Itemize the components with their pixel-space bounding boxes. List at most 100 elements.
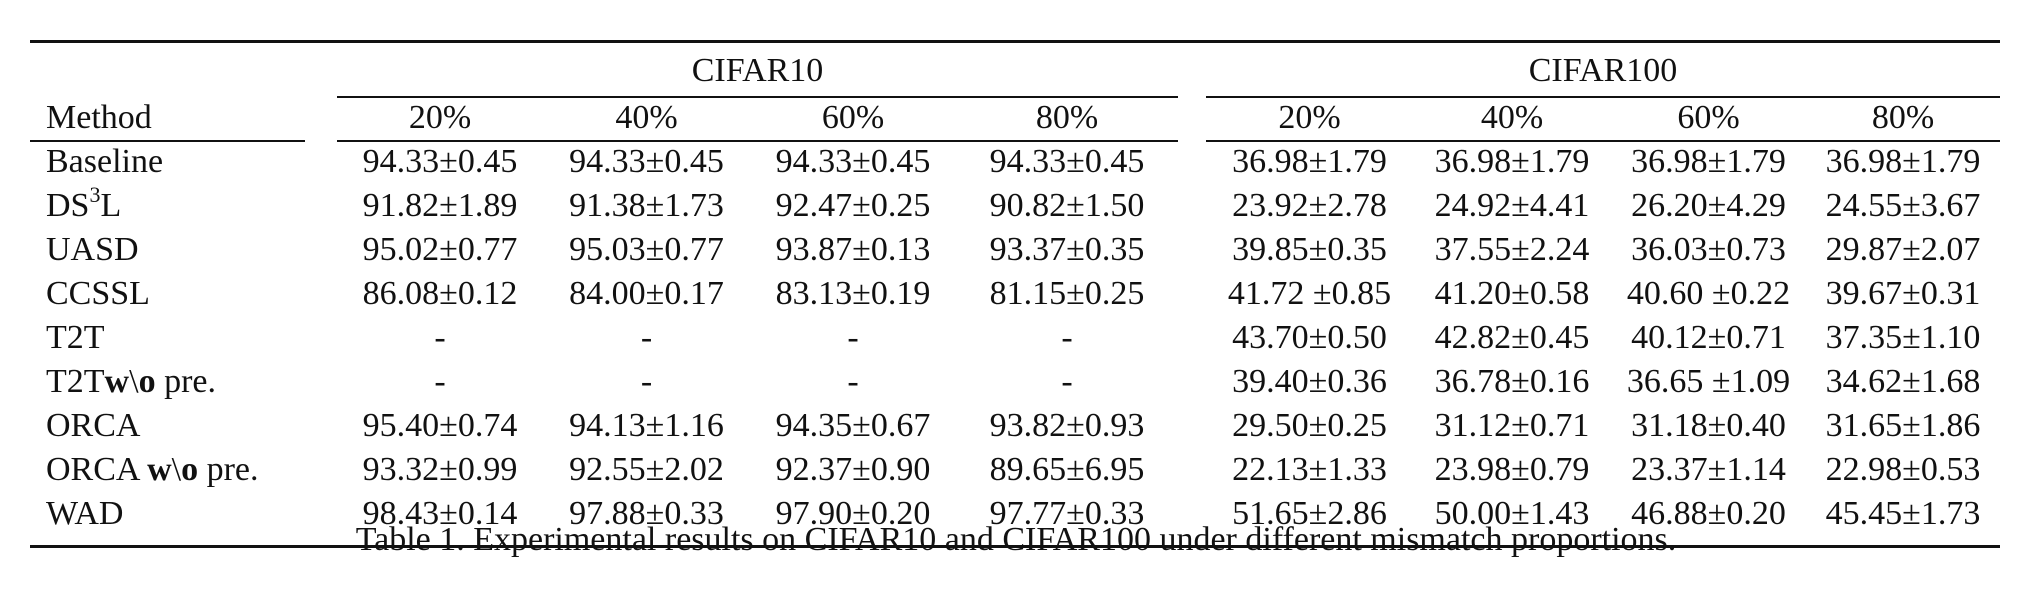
value-cell: 95.02±0.77	[362, 231, 518, 268]
method-name-part: pre.	[198, 451, 259, 488]
value-cell: -	[640, 319, 653, 356]
value-cell: 22.98±0.53	[1825, 451, 1981, 488]
value-cell: 36.65 ±1.09	[1626, 363, 1791, 400]
method-name-part: DS	[46, 187, 90, 224]
table-row: WAD 98.43±0.14 97.88±0.33 97.90±0.20 97.77±0…	[30, 492, 2000, 536]
value-cell: 36.98±1.79	[1434, 143, 1590, 180]
value-cell: 97.77±0.33	[989, 495, 1145, 532]
column-header-method: Method	[46, 99, 152, 136]
value-cell: 93.82±0.93	[989, 407, 1145, 444]
group-header-row: CIFAR10 CIFAR100	[30, 46, 2000, 96]
column-header: 40%	[615, 99, 678, 136]
value-cell: 51.65±2.86	[1232, 495, 1387, 532]
method-name-part: pre.	[155, 363, 216, 400]
value-cell: 37.55±2.24	[1434, 231, 1590, 268]
gap-cell	[1178, 46, 1206, 96]
column-header: 60%	[821, 99, 885, 136]
value-cell: 22.13±1.33	[1232, 451, 1387, 488]
cifar10-group-rule	[337, 96, 1178, 98]
value-cell: 84.00±0.17	[569, 275, 724, 312]
table-row: T2Tw\o pre. - - - - 39.40±0.36 36.78±0.16 36.65…	[30, 360, 2000, 404]
method-name-part: T2T	[46, 363, 105, 400]
method-bold-part: o	[181, 451, 199, 488]
gap-cell	[1178, 184, 1206, 228]
table-row: ORCA 95.40±0.74 94.13±1.16 94.35±0.67 93.82±…	[30, 404, 2000, 448]
table-body: Baseline 94.33±0.45 94.33±0.45 94.33±0.45 94…	[30, 140, 2000, 536]
value-cell: 95.40±0.74	[362, 407, 518, 444]
value-cell: 81.15±0.25	[989, 275, 1145, 312]
value-cell: 93.37±0.35	[989, 231, 1145, 268]
value-cell: 40.12±0.71	[1631, 319, 1786, 356]
value-cell: 36.03±0.73	[1631, 231, 1786, 268]
method-header-rule	[30, 140, 305, 142]
value-cell: 39.85±0.35	[1232, 231, 1387, 268]
value-cell: 31.65±1.86	[1825, 407, 1981, 444]
column-header: 20%	[408, 99, 472, 136]
value-cell: 36.98±1.79	[1232, 143, 1387, 180]
column-header: 20%	[1278, 99, 1341, 136]
value-cell: 24.55±3.67	[1825, 187, 1981, 224]
value-cell: 34.62±1.68	[1825, 363, 1981, 400]
value-cell: 37.35±1.10	[1825, 319, 1981, 356]
cifar100-group-rule	[1206, 96, 2000, 98]
method-cell: CCSSL	[30, 272, 337, 316]
value-cell: 24.92±4.41	[1434, 187, 1590, 224]
method-name: T2T	[46, 319, 105, 356]
column-header-row: Method 20% 40% 60% 80% 20% 40% 60% 80%	[30, 96, 2000, 140]
value-cell: 36.98±1.79	[1825, 143, 1981, 180]
value-cell: 94.33±0.45	[775, 143, 931, 180]
value-cell: 89.65±6.95	[989, 451, 1145, 488]
table-row: ORCA w\o pre. 93.32±0.99 92.55±2.02 92.37±0…	[30, 448, 2000, 492]
gap-cell	[1178, 404, 1206, 448]
table-row: DS3L 91.82±1.89 91.38±1.73 92.47±0.25 90.82±…	[30, 181, 2000, 228]
group-header-cifar100: CIFAR100	[1528, 52, 1678, 89]
method-cell: ORCA	[30, 404, 337, 448]
value-cell: 39.40±0.36	[1232, 363, 1387, 400]
table-top-rule	[30, 40, 2000, 43]
value-cell: -	[1061, 319, 1073, 356]
method-cell: T2Tw\o pre.	[30, 360, 337, 404]
value-cell: 97.88±0.33	[569, 495, 724, 532]
column-header: 40%	[1480, 99, 1544, 136]
method-name-part: L	[100, 187, 122, 224]
value-cell: 94.33±0.45	[569, 143, 724, 180]
value-cell: 26.20±4.29	[1631, 187, 1786, 224]
cifar10-header-rule	[337, 140, 1178, 142]
method-superscript: 3	[89, 181, 101, 207]
value-cell: 94.33±0.45	[989, 143, 1145, 180]
method-cell: ORCA w\o pre.	[30, 448, 337, 492]
value-cell: -	[640, 363, 653, 400]
value-cell: 98.43±0.14	[362, 495, 518, 532]
method-name-part: ORCA	[46, 451, 148, 488]
method-cell: UASD	[30, 228, 337, 272]
method-name: WAD	[46, 495, 124, 532]
column-header: 60%	[1677, 99, 1740, 136]
value-cell: 31.18±0.40	[1631, 407, 1786, 444]
method-bold-part: w	[104, 363, 130, 400]
method-name: ORCA	[46, 407, 141, 444]
value-cell: 86.08±0.12	[362, 275, 518, 312]
value-cell: 94.13±1.16	[569, 407, 724, 444]
value-cell: 92.37±0.90	[775, 451, 931, 488]
value-cell: -	[434, 319, 446, 356]
value-cell: 92.55±2.02	[569, 451, 724, 488]
value-cell: 23.98±0.79	[1434, 451, 1590, 488]
method-cell: Baseline	[30, 140, 337, 184]
value-cell: 93.32±0.99	[362, 451, 518, 488]
method-name: CCSSL	[46, 275, 150, 312]
value-cell: 40.60 ±0.22	[1626, 275, 1791, 312]
value-cell: -	[847, 319, 859, 356]
method-name-part: \	[171, 451, 182, 488]
value-cell: 36.78±0.16	[1434, 363, 1590, 400]
method-name-part: \	[129, 363, 139, 400]
value-cell: 43.70±0.50	[1232, 319, 1387, 356]
value-cell: 41.20±0.58	[1434, 275, 1590, 312]
value-cell: 46.88±0.20	[1631, 495, 1786, 532]
value-cell: 83.13±0.19	[775, 275, 931, 312]
value-cell: 91.82±1.89	[362, 187, 518, 224]
table-bottom-rule	[30, 545, 2000, 548]
column-header: 80%	[1035, 99, 1099, 136]
gap-cell	[1178, 228, 1206, 272]
value-cell: 36.98±1.79	[1631, 143, 1786, 180]
value-cell: -	[847, 363, 859, 400]
